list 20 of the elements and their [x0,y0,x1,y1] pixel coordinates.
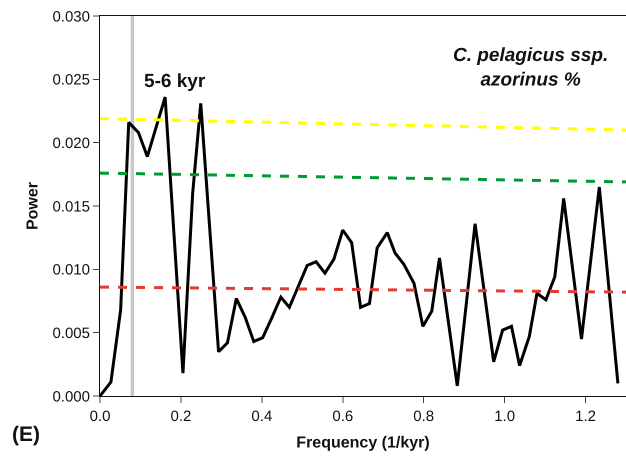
y-tick-label: 0.025 [52,72,90,89]
x-tick-label: 0.8 [413,408,434,425]
x-tick-label: 1.2 [575,408,596,425]
y-tick-label: 0.010 [52,262,90,279]
x-axis-title: Frequency (1/kyr) [296,434,430,452]
x-tick-label: 0.2 [170,408,192,425]
y-tick-label: 0.020 [52,134,90,152]
x-tick-label: 0.4 [251,408,272,425]
y-tick-label: 0.030 [52,8,90,26]
ref-line-label: 5-6 kyr [144,71,206,92]
text: (E) [12,423,40,446]
y-tick-label: 0.015 [52,198,90,216]
y-axis-title: Power [24,182,42,230]
x-tick-label: 0.6 [332,408,354,425]
line-series [100,96,620,396]
y-tick-label: 0.005 [52,324,90,342]
x-tick-label: 1.0 [494,408,516,425]
y-tick-label: 0.000 [52,388,90,406]
x-tick-label: 0.0 [90,408,110,425]
text: C. pelagicus ssp. azorinus % [453,45,608,91]
